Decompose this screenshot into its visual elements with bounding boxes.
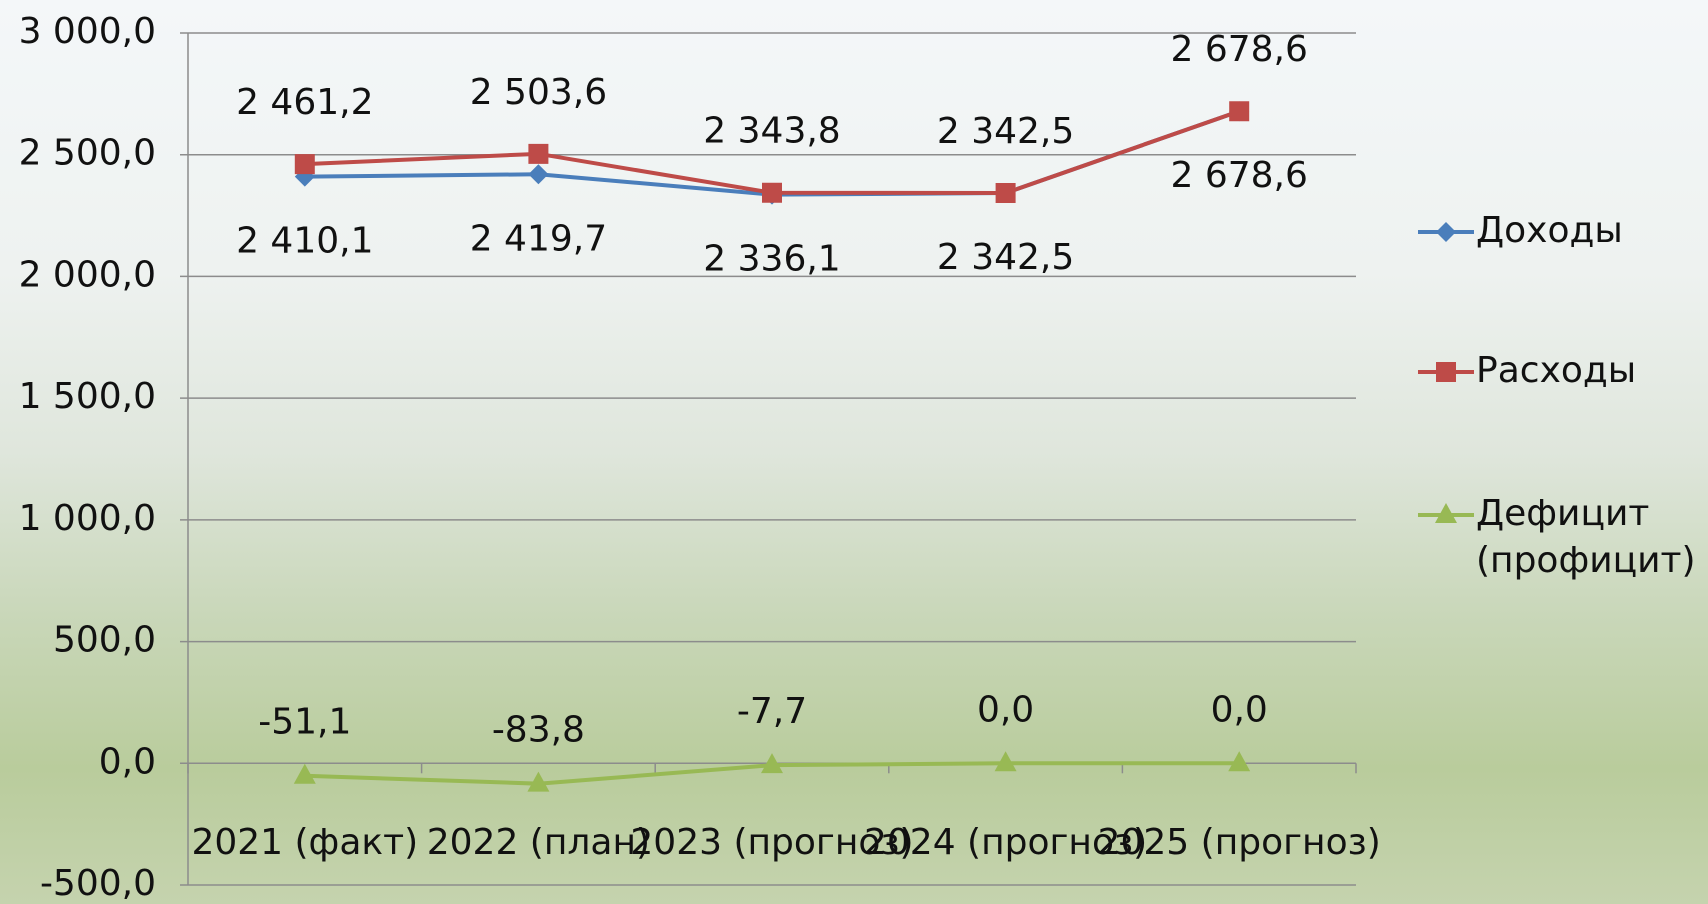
data-label: 0,0 — [1211, 689, 1268, 730]
data-label: 2 678,6 — [1170, 29, 1307, 70]
legend-label: Дефицит (профицит) — [1476, 491, 1704, 585]
y-tick-label: 500,0 — [53, 620, 156, 661]
data-label: 2 461,2 — [236, 82, 373, 123]
data-label: -83,8 — [492, 710, 585, 751]
y-tick-label: 1 500,0 — [19, 376, 156, 417]
y-tick-label: 0,0 — [99, 741, 156, 782]
marker — [1436, 222, 1456, 242]
data-label: -51,1 — [258, 702, 351, 743]
data-label: 2 419,7 — [470, 218, 607, 259]
data-label: 2 343,8 — [703, 111, 840, 152]
legend-label: Доходы — [1476, 208, 1704, 255]
data-label: -7,7 — [737, 691, 807, 732]
data-label: 2 678,6 — [1170, 155, 1307, 196]
y-tick-label: 2 000,0 — [19, 254, 156, 295]
y-tick-label: -500,0 — [40, 863, 156, 904]
data-label: 2 342,5 — [937, 111, 1074, 152]
x-tick-label: 2022 (план) — [427, 822, 650, 863]
marker — [762, 183, 782, 203]
marker — [1229, 101, 1249, 121]
marker — [995, 751, 1017, 771]
marker — [528, 164, 548, 184]
marker — [1228, 751, 1250, 771]
y-tick-label: 2 500,0 — [19, 133, 156, 174]
x-tick-label: 2021 (факт) — [191, 822, 418, 863]
data-label: 0,0 — [977, 689, 1034, 730]
marker — [1436, 362, 1456, 382]
marker — [294, 764, 316, 784]
y-tick-label: 3 000,0 — [19, 11, 156, 52]
x-tick-label: 2025 (прогноз) — [1098, 822, 1381, 863]
chart: -500,0 0,0 500,0 1 000,0 1 500,0 2 000,0 2 500… — [0, 0, 1708, 904]
marker — [528, 144, 548, 164]
marker — [996, 183, 1016, 203]
slide: -500,0 0,0 500,0 1 000,0 1 500,0 2 000,0 2 500… — [0, 0, 1708, 904]
data-label: 2 336,1 — [703, 239, 840, 280]
data-label: 2 503,6 — [470, 72, 607, 113]
y-tick-label: 1 000,0 — [19, 498, 156, 539]
marker — [295, 154, 315, 174]
legend-label: Расходы — [1476, 348, 1704, 395]
data-label: 2 410,1 — [236, 221, 373, 262]
data-label: 2 342,5 — [937, 237, 1074, 278]
